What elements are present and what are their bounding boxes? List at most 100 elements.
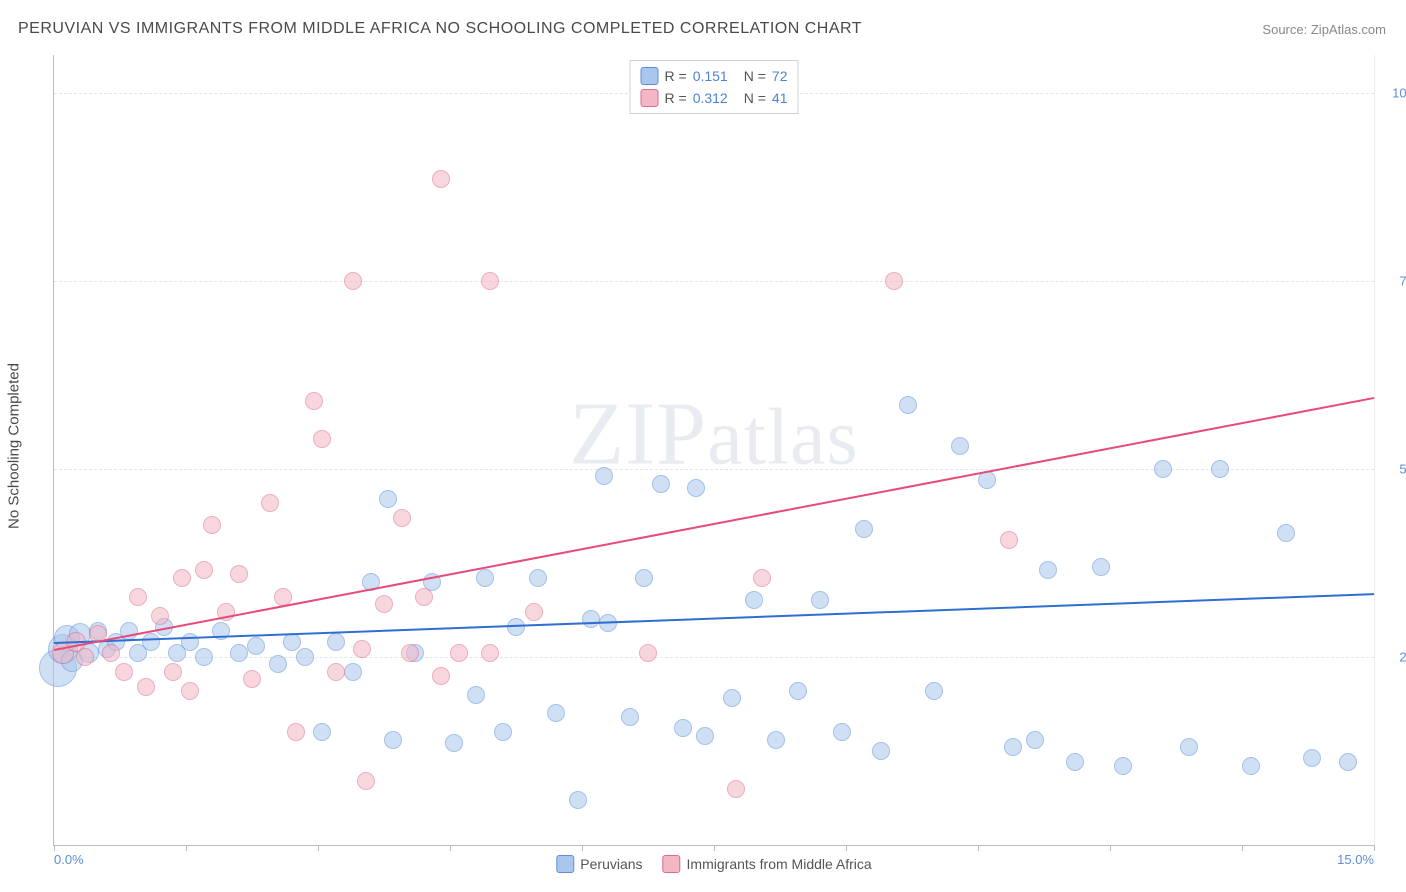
scatter-point	[582, 610, 600, 628]
x-tick-label: 0.0%	[54, 852, 84, 867]
legend-swatch	[641, 67, 659, 85]
scatter-point	[789, 682, 807, 700]
scatter-point	[230, 644, 248, 662]
gridline	[54, 657, 1374, 658]
scatter-point	[569, 791, 587, 809]
scatter-point	[344, 663, 362, 681]
scatter-point	[1242, 757, 1260, 775]
scatter-point	[476, 569, 494, 587]
gridline	[54, 281, 1374, 282]
x-tick	[582, 845, 583, 851]
scatter-point	[313, 430, 331, 448]
scatter-point	[696, 727, 714, 745]
source-label: Source:	[1262, 22, 1307, 37]
series-legend: Peruvians Immigrants from Middle Africa	[556, 855, 871, 873]
scatter-point	[401, 644, 419, 662]
scatter-point	[327, 633, 345, 651]
x-tick	[1242, 845, 1243, 851]
scatter-point	[445, 734, 463, 752]
scatter-point	[621, 708, 639, 726]
scatter-point	[481, 272, 499, 290]
x-tick-label: 15.0%	[1337, 852, 1374, 867]
x-tick	[186, 845, 187, 851]
scatter-point	[432, 170, 450, 188]
scatter-point	[379, 490, 397, 508]
scatter-point	[357, 772, 375, 790]
scatter-point	[1114, 757, 1132, 775]
scatter-point	[450, 644, 468, 662]
scatter-point	[151, 607, 169, 625]
scatter-point	[674, 719, 692, 737]
watermark-text: ZIPatlas	[569, 383, 859, 486]
x-tick	[714, 845, 715, 851]
trend-line	[54, 593, 1374, 644]
legend-r-value: 0.312	[693, 90, 728, 106]
scatter-point	[432, 667, 450, 685]
scatter-point	[384, 731, 402, 749]
scatter-point	[745, 591, 763, 609]
legend-r-value: 0.151	[693, 68, 728, 84]
scatter-point	[195, 648, 213, 666]
scatter-point	[1092, 558, 1110, 576]
y-tick-label: 10.0%	[1379, 85, 1406, 100]
scatter-point	[305, 392, 323, 410]
scatter-point	[1211, 460, 1229, 478]
y-tick-label: 5.0%	[1379, 461, 1406, 476]
scatter-point	[1026, 731, 1044, 749]
source-link[interactable]: ZipAtlas.com	[1311, 22, 1386, 37]
scatter-point	[687, 479, 705, 497]
legend-n-value: 41	[772, 90, 788, 106]
legend-series-name: Immigrants from Middle Africa	[687, 856, 872, 872]
scatter-point	[164, 663, 182, 681]
scatter-point	[195, 561, 213, 579]
legend-row: R =0.151N =72	[641, 65, 788, 87]
scatter-point	[344, 272, 362, 290]
scatter-point	[142, 633, 160, 651]
scatter-point	[899, 396, 917, 414]
legend-n-label: N =	[744, 68, 766, 84]
scatter-point	[885, 272, 903, 290]
scatter-point	[1039, 561, 1057, 579]
x-tick	[318, 845, 319, 851]
scatter-point	[415, 588, 433, 606]
scatter-point	[327, 663, 345, 681]
scatter-point	[1066, 753, 1084, 771]
scatter-point	[181, 633, 199, 651]
scatter-point	[635, 569, 653, 587]
scatter-point	[102, 644, 120, 662]
gridline	[54, 469, 1374, 470]
scatter-point	[547, 704, 565, 722]
source-attribution: Source: ZipAtlas.com	[1262, 22, 1386, 37]
x-tick	[450, 845, 451, 851]
x-tick	[846, 845, 847, 851]
scatter-point	[353, 640, 371, 658]
x-tick	[978, 845, 979, 851]
scatter-point	[1154, 460, 1172, 478]
scatter-point	[925, 682, 943, 700]
scatter-point	[313, 723, 331, 741]
correlation-legend: R =0.151N =72R =0.312N =41	[630, 60, 799, 114]
trend-line	[54, 397, 1374, 651]
legend-item: Peruvians	[556, 855, 642, 873]
scatter-point	[173, 569, 191, 587]
scatter-point	[1004, 738, 1022, 756]
legend-r-label: R =	[665, 68, 687, 84]
legend-swatch	[556, 855, 574, 873]
scatter-plot-area: ZIPatlas R =0.151N =72R =0.312N =41 Peru…	[53, 55, 1375, 846]
scatter-point	[481, 644, 499, 662]
scatter-point	[243, 670, 261, 688]
legend-item: Immigrants from Middle Africa	[663, 855, 872, 873]
legend-swatch	[641, 89, 659, 107]
scatter-point	[1000, 531, 1018, 549]
scatter-point	[727, 780, 745, 798]
scatter-point	[1180, 738, 1198, 756]
legend-series-name: Peruvians	[580, 856, 642, 872]
y-tick-label: 2.5%	[1379, 649, 1406, 664]
scatter-point	[951, 437, 969, 455]
legend-r-label: R =	[665, 90, 687, 106]
scatter-point	[261, 494, 279, 512]
scatter-point	[269, 655, 287, 673]
scatter-point	[494, 723, 512, 741]
scatter-point	[230, 565, 248, 583]
scatter-point	[115, 663, 133, 681]
